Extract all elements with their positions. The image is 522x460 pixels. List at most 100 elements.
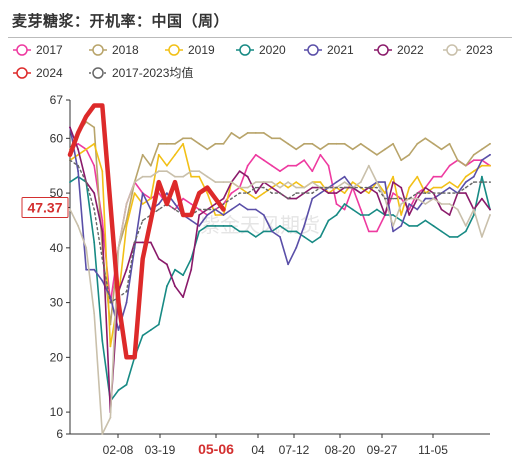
data-point: [157, 257, 160, 260]
data-point: [117, 301, 120, 304]
data-point: [238, 230, 241, 233]
data-point: [327, 142, 330, 145]
x-tick-label: 09-27: [367, 443, 398, 457]
data-point: [198, 192, 201, 195]
data-point: [85, 181, 88, 184]
data-point: [424, 197, 427, 200]
data-point: [157, 142, 160, 145]
data-point: [125, 225, 128, 227]
data-point: [351, 186, 354, 189]
data-point: [319, 186, 322, 189]
data-point: [262, 132, 265, 134]
legend-item[interactable]: 2017: [13, 43, 63, 57]
data-point: [133, 181, 136, 184]
data-point: [93, 126, 96, 129]
legend-item[interactable]: 2020: [236, 43, 286, 57]
data-point: [101, 219, 104, 222]
legend-label: 2021: [327, 43, 354, 57]
data-point: [432, 192, 435, 195]
data-point: [400, 159, 403, 162]
data-point: [279, 236, 281, 238]
data-point: [287, 164, 289, 167]
y-tick-label: 30: [50, 296, 64, 310]
data-point: [464, 192, 467, 195]
legend-item[interactable]: 2018: [89, 43, 139, 57]
data-point: [93, 268, 96, 271]
data-point: [343, 192, 346, 195]
data-point: [319, 236, 322, 238]
data-point: [198, 175, 201, 178]
data-point: [190, 257, 193, 260]
data-point: [440, 192, 443, 195]
data-point: [311, 192, 314, 195]
data-point: [101, 104, 104, 107]
data-point: [400, 219, 403, 222]
data-point: [238, 192, 241, 195]
data-point: [190, 137, 193, 140]
data-point: [432, 142, 435, 145]
legend-label: 2019: [188, 43, 215, 57]
data-point: [392, 197, 394, 200]
data-point: [109, 345, 112, 348]
data-point: [157, 153, 160, 156]
legend-item[interactable]: 2019: [165, 43, 215, 57]
data-point: [77, 170, 79, 173]
data-point: [117, 389, 120, 392]
data-point: [303, 186, 306, 189]
legend-item[interactable]: 2024: [13, 66, 63, 80]
legend-item[interactable]: 2022: [374, 43, 424, 57]
data-point: [93, 192, 96, 195]
data-point: [367, 148, 370, 151]
data-point: [214, 197, 217, 200]
data-point: [456, 208, 459, 211]
data-point: [408, 214, 411, 216]
data-point: [464, 230, 467, 233]
data-point: [359, 192, 362, 195]
y-tick-label: 40: [50, 241, 64, 255]
data-point: [481, 175, 483, 178]
data-point: [424, 137, 427, 140]
legend-swatch-marker: [239, 44, 251, 56]
series-line: [69, 175, 491, 402]
data-point: [424, 203, 427, 205]
data-point: [464, 181, 467, 184]
legend-label: 2022: [397, 43, 424, 57]
data-point: [384, 181, 386, 184]
data-point: [246, 230, 249, 233]
legend-item[interactable]: 2017-2023均值: [89, 65, 193, 80]
data-point: [206, 214, 209, 216]
data-point: [448, 142, 451, 145]
series-line: [69, 126, 491, 413]
legend-label: 2017: [36, 43, 63, 57]
data-point: [125, 203, 128, 205]
data-point: [133, 192, 136, 195]
data-point: [287, 230, 289, 233]
legend-item[interactable]: 2021: [304, 43, 354, 57]
y-tick-label: 20: [50, 350, 64, 364]
data-point: [125, 290, 128, 293]
data-point: [472, 153, 475, 156]
series-line: [69, 164, 491, 435]
data-point: [190, 203, 193, 205]
y-tick-label: 10: [50, 405, 64, 419]
data-point: [271, 181, 273, 184]
data-point: [93, 104, 96, 107]
data-point: [303, 159, 306, 162]
data-point: [295, 164, 298, 167]
legend-label: 2023: [466, 43, 493, 57]
legend-item[interactable]: 2023: [443, 43, 493, 57]
data-point: [376, 186, 378, 189]
data-point: [262, 230, 265, 233]
data-point: [351, 148, 354, 151]
data-point: [359, 186, 362, 189]
data-point: [198, 214, 201, 216]
legend-swatch-marker: [92, 67, 104, 79]
data-point: [222, 197, 225, 200]
legend-label: 2017-2023均值: [112, 65, 193, 80]
series-line: [67, 103, 226, 360]
data-point: [400, 203, 403, 205]
data-point: [141, 241, 144, 244]
data-point: [392, 142, 394, 145]
data-point: [481, 159, 483, 162]
